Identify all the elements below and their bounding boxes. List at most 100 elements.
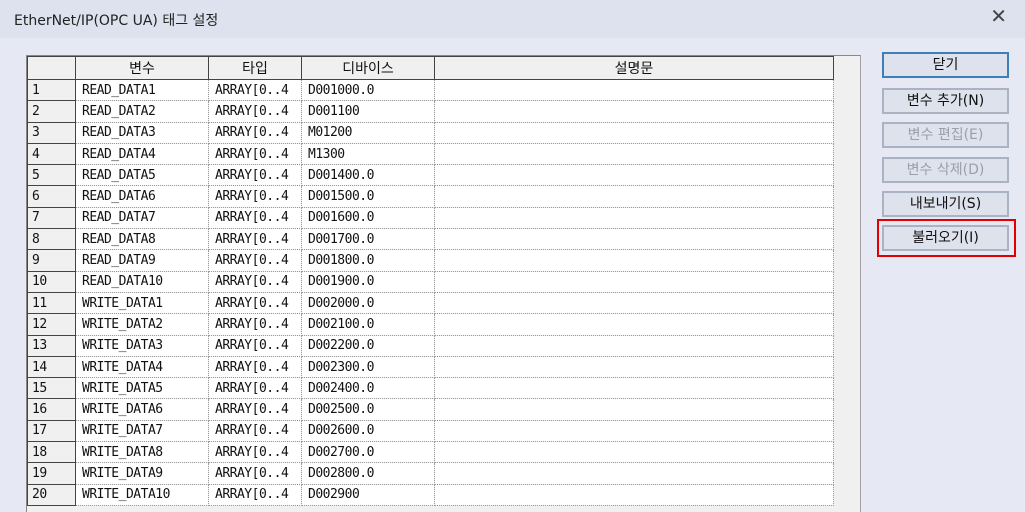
- column-header-type[interactable]: 타입: [208, 56, 302, 80]
- add-variable-button[interactable]: 변수 추가(N): [882, 88, 1009, 114]
- table-row[interactable]: 6 READ_DATA6 ARRAY[0..4 D001500.0: [27, 185, 834, 208]
- variable-cell[interactable]: READ_DATA9: [75, 249, 209, 272]
- device-cell[interactable]: D002200.0: [301, 335, 435, 357]
- type-cell[interactable]: ARRAY[0..4: [208, 398, 302, 421]
- description-cell[interactable]: [434, 356, 834, 379]
- description-cell[interactable]: [434, 377, 834, 400]
- device-cell[interactable]: D002300.0: [301, 356, 435, 379]
- device-cell[interactable]: D001800.0: [301, 249, 435, 272]
- table-row[interactable]: 2 READ_DATA2 ARRAY[0..4 D001100: [27, 100, 834, 123]
- device-cell[interactable]: D002100.0: [301, 313, 435, 336]
- description-cell[interactable]: [434, 79, 834, 102]
- description-cell[interactable]: [434, 484, 834, 506]
- type-cell[interactable]: ARRAY[0..4: [208, 420, 302, 443]
- table-row[interactable]: 5 READ_DATA5 ARRAY[0..4 D001400.0: [27, 164, 834, 187]
- variable-cell[interactable]: WRITE_DATA10: [75, 484, 209, 506]
- device-cell[interactable]: D002700.0: [301, 441, 435, 464]
- table-row[interactable]: 14 WRITE_DATA4 ARRAY[0..4 D002300.0: [27, 355, 834, 379]
- device-cell[interactable]: D001100: [301, 100, 435, 123]
- type-cell[interactable]: ARRAY[0..4: [208, 462, 302, 485]
- device-cell[interactable]: D002000.0: [301, 292, 435, 315]
- table-row[interactable]: 7 READ_DATA7 ARRAY[0..4 D001600.0: [27, 206, 834, 230]
- row-number[interactable]: 14: [27, 355, 76, 379]
- table-row[interactable]: 17 WRITE_DATA7 ARRAY[0..4 D002600.0: [27, 419, 834, 443]
- row-number[interactable]: 20: [27, 483, 76, 506]
- table-row[interactable]: 4 READ_DATA4 ARRAY[0..4 M1300: [27, 142, 834, 166]
- description-cell[interactable]: [434, 122, 834, 144]
- type-cell[interactable]: ARRAY[0..4: [208, 484, 302, 506]
- variable-cell[interactable]: READ_DATA6: [75, 185, 209, 208]
- device-cell[interactable]: D001900.0: [301, 271, 435, 293]
- variable-cell[interactable]: WRITE_DATA7: [75, 420, 209, 443]
- type-cell[interactable]: ARRAY[0..4: [208, 228, 302, 251]
- description-cell[interactable]: [434, 207, 834, 230]
- variable-cell[interactable]: WRITE_DATA5: [75, 377, 209, 400]
- variable-cell[interactable]: WRITE_DATA3: [75, 335, 209, 357]
- row-number[interactable]: 1: [27, 78, 76, 102]
- import-button[interactable]: 불러오기(I): [882, 225, 1009, 251]
- column-header-variable[interactable]: 변수: [75, 56, 209, 80]
- description-cell[interactable]: [434, 441, 834, 464]
- description-cell[interactable]: [434, 292, 834, 315]
- device-cell[interactable]: D001600.0: [301, 207, 435, 230]
- type-cell[interactable]: ARRAY[0..4: [208, 143, 302, 166]
- table-row[interactable]: 20 WRITE_DATA10 ARRAY[0..4 D002900: [27, 483, 834, 506]
- variable-cell[interactable]: READ_DATA7: [75, 207, 209, 230]
- variable-cell[interactable]: WRITE_DATA9: [75, 462, 209, 485]
- device-cell[interactable]: D002800.0: [301, 462, 435, 485]
- variable-cell[interactable]: WRITE_DATA4: [75, 356, 209, 379]
- type-cell[interactable]: ARRAY[0..4: [208, 271, 302, 293]
- variable-cell[interactable]: WRITE_DATA8: [75, 441, 209, 464]
- type-cell[interactable]: ARRAY[0..4: [208, 249, 302, 272]
- variable-cell[interactable]: READ_DATA2: [75, 100, 209, 123]
- description-cell[interactable]: [434, 313, 834, 336]
- device-cell[interactable]: M01200: [301, 122, 435, 144]
- description-cell[interactable]: [434, 185, 834, 208]
- table-row[interactable]: 15 WRITE_DATA5 ARRAY[0..4 D002400.0: [27, 377, 834, 400]
- table-row[interactable]: 10 READ_DATA10 ARRAY[0..4 D001900.0: [27, 270, 834, 293]
- variable-cell[interactable]: WRITE_DATA1: [75, 292, 209, 315]
- table-row[interactable]: 18 WRITE_DATA8 ARRAY[0..4 D002700.0: [27, 441, 834, 464]
- row-number[interactable]: 5: [27, 164, 76, 187]
- description-cell[interactable]: [434, 335, 834, 357]
- device-cell[interactable]: D002900: [301, 484, 435, 506]
- export-button[interactable]: 내보내기(S): [882, 191, 1009, 217]
- row-number[interactable]: 16: [27, 398, 76, 421]
- row-number[interactable]: 3: [27, 121, 76, 144]
- row-number[interactable]: 6: [27, 185, 76, 208]
- description-cell[interactable]: [434, 100, 834, 123]
- description-cell[interactable]: [434, 271, 834, 293]
- table-row[interactable]: 12 WRITE_DATA2 ARRAY[0..4 D002100.0: [27, 313, 834, 336]
- description-cell[interactable]: [434, 249, 834, 272]
- variable-cell[interactable]: READ_DATA3: [75, 122, 209, 144]
- device-cell[interactable]: D001500.0: [301, 185, 435, 208]
- variable-cell[interactable]: READ_DATA5: [75, 164, 209, 187]
- variable-cell[interactable]: WRITE_DATA2: [75, 313, 209, 336]
- variable-cell[interactable]: READ_DATA10: [75, 271, 209, 293]
- type-cell[interactable]: ARRAY[0..4: [208, 441, 302, 464]
- type-cell[interactable]: ARRAY[0..4: [208, 356, 302, 379]
- variable-cell[interactable]: READ_DATA1: [75, 79, 209, 102]
- close-icon[interactable]: ✕: [990, 4, 1007, 28]
- description-cell[interactable]: [434, 420, 834, 443]
- row-number[interactable]: 4: [27, 142, 76, 166]
- table-row[interactable]: 3 READ_DATA3 ARRAY[0..4 M01200: [27, 121, 834, 144]
- variable-cell[interactable]: WRITE_DATA6: [75, 398, 209, 421]
- type-cell[interactable]: ARRAY[0..4: [208, 79, 302, 102]
- row-number[interactable]: 10: [27, 270, 76, 293]
- table-row[interactable]: 9 READ_DATA9 ARRAY[0..4 D001800.0: [27, 249, 834, 272]
- row-number[interactable]: 2: [27, 100, 76, 123]
- type-cell[interactable]: ARRAY[0..4: [208, 207, 302, 230]
- row-number[interactable]: 9: [27, 249, 76, 272]
- column-header-device[interactable]: 디바이스: [301, 56, 435, 80]
- row-number[interactable]: 12: [27, 313, 76, 336]
- table-row[interactable]: 1 READ_DATA1 ARRAY[0..4 D001000.0: [27, 78, 834, 102]
- device-cell[interactable]: M1300: [301, 143, 435, 166]
- tag-grid[interactable]: 변수 타입 디바이스 설명문 1 READ_DATA1 ARRAY[0..4 D001000…: [26, 55, 861, 512]
- row-number[interactable]: 19: [27, 462, 76, 485]
- row-number[interactable]: 17: [27, 419, 76, 443]
- variable-cell[interactable]: READ_DATA4: [75, 143, 209, 166]
- table-row[interactable]: 13 WRITE_DATA3 ARRAY[0..4 D002200.0: [27, 334, 834, 357]
- device-cell[interactable]: D001400.0: [301, 164, 435, 187]
- variable-cell[interactable]: READ_DATA8: [75, 228, 209, 251]
